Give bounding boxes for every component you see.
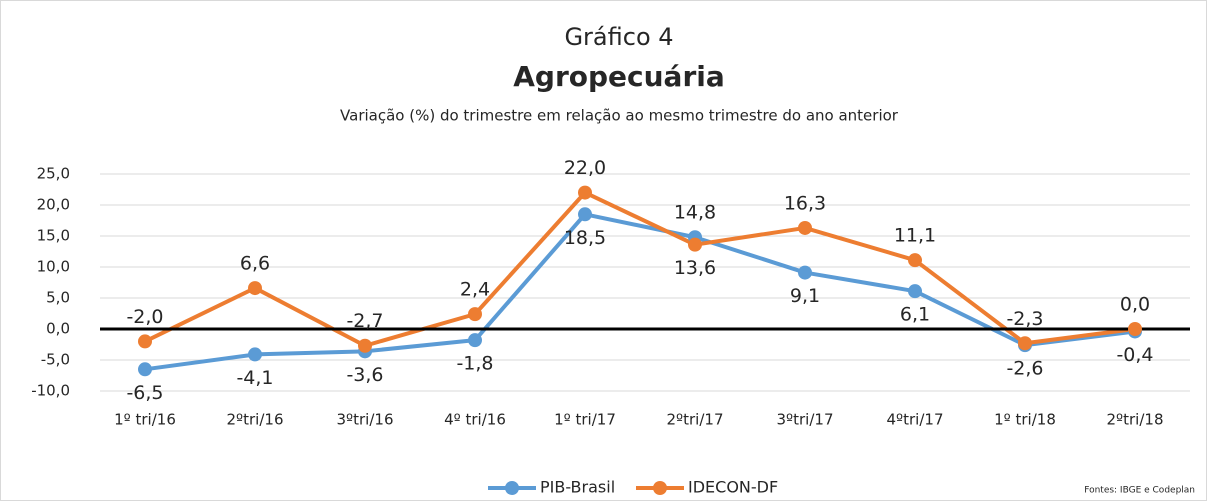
series-marker (138, 362, 152, 377)
x-tick-label: 1º tri/16 (114, 411, 176, 429)
data-label: 14,8 (674, 202, 716, 224)
chart-description: Variação (%) do trimestre em relação ao … (340, 107, 899, 125)
x-tick-label: 1º tri/18 (994, 411, 1056, 429)
series-marker (358, 338, 372, 353)
x-tick-label: 1º tri/17 (554, 411, 616, 429)
x-tick-label: 2ºtri/16 (227, 411, 284, 429)
series-marker (578, 207, 592, 222)
data-label: -6,5 (126, 382, 163, 404)
legend-marker (505, 481, 519, 495)
source-note: Fontes: IBGE e Codeplan (1084, 486, 1195, 496)
legend-label: IDECON-DF (688, 478, 778, 497)
x-tick-label: 2ºtri/17 (667, 411, 724, 429)
series-marker (1018, 336, 1032, 351)
x-tick-label: 4ºtri/17 (887, 411, 944, 429)
y-tick-label: -10,0 (31, 382, 70, 400)
data-label: 16,3 (784, 192, 826, 214)
chart-title: Gráfico 4 (564, 23, 673, 51)
series-marker (798, 220, 812, 235)
series-marker (468, 307, 482, 322)
y-tick-label: 15,0 (37, 227, 70, 245)
data-label: -2,6 (1006, 358, 1043, 380)
data-label: -0,4 (1116, 344, 1153, 366)
data-label: 2,4 (460, 279, 490, 301)
data-label: 6,6 (240, 253, 270, 275)
series-line (144, 212, 1136, 372)
data-label: -2,3 (1006, 308, 1043, 330)
series-marker (578, 185, 592, 200)
chart-subtitle: Agropecuária (513, 60, 725, 93)
x-tick-label: 3ºtri/16 (337, 411, 394, 429)
data-label: 9,1 (790, 285, 820, 307)
y-tick-label: -5,0 (41, 351, 70, 369)
y-tick-label: 10,0 (37, 258, 70, 276)
series-marker (468, 333, 482, 348)
y-tick-label: 0,0 (46, 320, 70, 338)
series-marker (908, 253, 922, 268)
series-line (144, 190, 1136, 348)
y-tick-label: 5,0 (46, 289, 70, 307)
data-label: 18,5 (564, 227, 606, 249)
data-label: -2,0 (126, 306, 163, 328)
data-label: 22,0 (564, 157, 606, 179)
y-tick-label: 25,0 (37, 165, 70, 183)
series-marker (248, 347, 262, 362)
data-label: -1,8 (456, 353, 493, 375)
y-tick-label: 20,0 (37, 196, 70, 214)
data-label: -4,1 (236, 367, 273, 389)
legend-marker (653, 481, 667, 495)
data-label: 13,6 (674, 257, 716, 279)
series-marker (798, 265, 812, 280)
series-marker (688, 237, 702, 252)
x-tick-label: 3ºtri/17 (777, 411, 834, 429)
series-marker (138, 334, 152, 349)
series-marker (1128, 322, 1142, 336)
legend-label: PIB-Brasil (540, 478, 615, 497)
x-tick-label: 4º tri/16 (444, 411, 506, 429)
data-label: -2,7 (346, 310, 383, 332)
series-marker (908, 284, 922, 299)
data-label: -3,6 (346, 364, 383, 386)
series-marker (248, 281, 262, 296)
data-label: 11,1 (894, 225, 936, 247)
x-tick-label: 2ºtri/18 (1107, 411, 1164, 429)
data-label: 6,1 (900, 304, 930, 326)
data-label: 0,0 (1120, 294, 1150, 316)
